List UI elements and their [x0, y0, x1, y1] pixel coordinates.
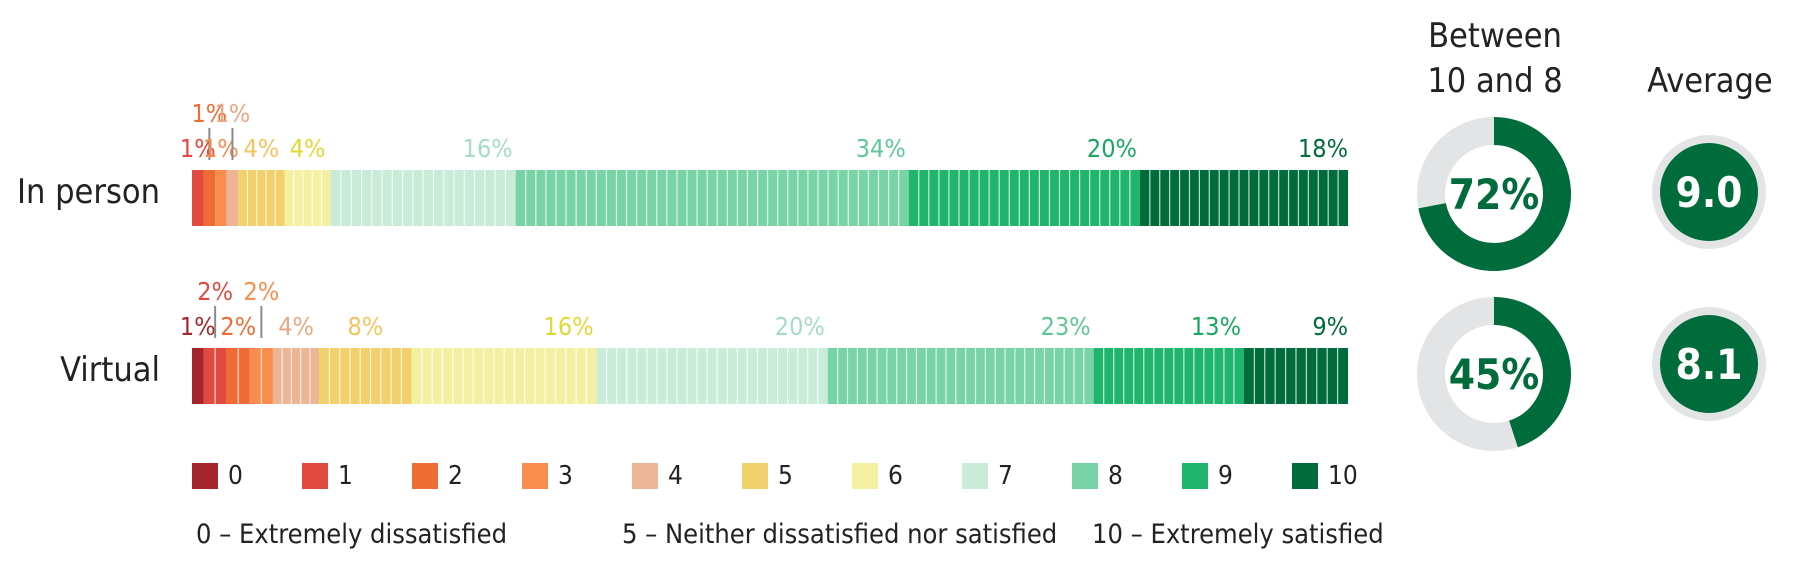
legend-swatch	[412, 463, 438, 489]
bar-segment-in-person-2	[203, 170, 216, 226]
value-label: 1%	[215, 99, 251, 128]
bar-segment-in-person-8	[515, 170, 909, 226]
value-label: 4%	[244, 134, 280, 163]
donut-arc	[1418, 117, 1571, 271]
bar-segment-in-person-6	[284, 170, 331, 226]
legend-label: 6	[888, 461, 903, 491]
average-value-label: 8.1	[1676, 340, 1743, 389]
value-label: 8%	[348, 312, 384, 341]
legend-item-1: 1	[302, 461, 353, 491]
legend-item-9: 9	[1182, 461, 1233, 491]
legend-label: 0	[228, 461, 243, 491]
bar-segment-in-person-1	[192, 170, 204, 226]
average-badge	[1660, 315, 1758, 413]
bar-segment-virtual-7	[596, 348, 828, 404]
scale-note-mid: 5 – Neither dissatisfied nor satisfied	[622, 519, 1058, 550]
header-between-line1: Between	[1428, 16, 1562, 56]
legend-label: 7	[998, 461, 1013, 491]
value-label: 13%	[1191, 312, 1241, 341]
legend-swatch	[192, 463, 218, 489]
legend-label: 1	[338, 461, 353, 491]
legend-swatch	[302, 463, 328, 489]
legend-item-7: 7	[962, 461, 1013, 491]
value-label: 18%	[1298, 134, 1348, 163]
bar-segment-virtual-8	[827, 348, 1094, 404]
legend-label: 5	[778, 461, 793, 491]
legend-swatch	[1072, 463, 1098, 489]
legend-item-0: 0	[192, 461, 243, 491]
scale-note-high: 10 – Extremely satisfied	[1092, 519, 1384, 550]
value-label: 1%	[180, 312, 216, 341]
value-label: 34%	[856, 134, 906, 163]
value-label: 1%	[191, 99, 227, 128]
legend-label: 10	[1328, 461, 1358, 491]
value-label: 16%	[463, 134, 513, 163]
legend-item-6: 6	[852, 461, 903, 491]
header-average: Average	[1647, 61, 1773, 101]
bar-segment-in-person-10	[1139, 170, 1348, 226]
header-between-line2: 10 and 8	[1427, 61, 1563, 101]
bar-segment-virtual-0	[192, 348, 204, 404]
legend-label: 4	[668, 461, 683, 491]
average-value-label: 9.0	[1676, 168, 1743, 217]
bar-segment-in-person-4	[226, 170, 239, 226]
bar-segment-virtual-4	[272, 348, 320, 404]
value-label: 2%	[220, 312, 256, 341]
header-between: Between 10 and 8	[1390, 14, 1600, 104]
bar-segment-in-person-3	[215, 170, 227, 226]
legend-swatch	[962, 463, 988, 489]
legend-swatch	[742, 463, 768, 489]
legend-item-10: 10	[1292, 461, 1358, 491]
value-label: 20%	[775, 312, 825, 341]
donut-value-label: 72%	[1449, 170, 1539, 219]
legend-swatch	[1182, 463, 1208, 489]
legend-swatch	[522, 463, 548, 489]
bar-segment-virtual-5	[319, 348, 412, 404]
legend-label: 2	[448, 461, 463, 491]
legend-item-3: 3	[522, 461, 573, 491]
legend-swatch	[1292, 463, 1318, 489]
value-label: 23%	[1041, 312, 1091, 341]
legend-item-5: 5	[742, 461, 793, 491]
bar-segment-in-person-9	[908, 170, 1140, 226]
value-label: 2%	[197, 277, 233, 306]
legend-swatch	[632, 463, 658, 489]
legend-item-2: 2	[412, 461, 463, 491]
average-badge	[1660, 143, 1758, 241]
value-label: 20%	[1087, 134, 1137, 163]
donut-value-label: 45%	[1449, 350, 1539, 399]
scale-note-low: 0 – Extremely dissatisfied	[196, 519, 508, 550]
legend-label: 3	[558, 461, 573, 491]
value-label: 4%	[290, 134, 326, 163]
value-label: 9%	[1312, 312, 1348, 341]
donut-arc	[1493, 297, 1571, 448]
row-label-in-person: In person	[17, 172, 160, 212]
legend-label: 8	[1108, 461, 1123, 491]
bar-segment-virtual-9	[1093, 348, 1244, 404]
legend-item-4: 4	[632, 461, 683, 491]
legend-label: 9	[1218, 461, 1233, 491]
value-label: 2%	[244, 277, 280, 306]
legend-swatch	[852, 463, 878, 489]
bar-segment-in-person-5	[238, 170, 285, 226]
value-label: 16%	[544, 312, 594, 341]
value-label: 4%	[278, 312, 314, 341]
row-label-virtual: Virtual	[60, 350, 160, 390]
legend-item-8: 8	[1072, 461, 1123, 491]
